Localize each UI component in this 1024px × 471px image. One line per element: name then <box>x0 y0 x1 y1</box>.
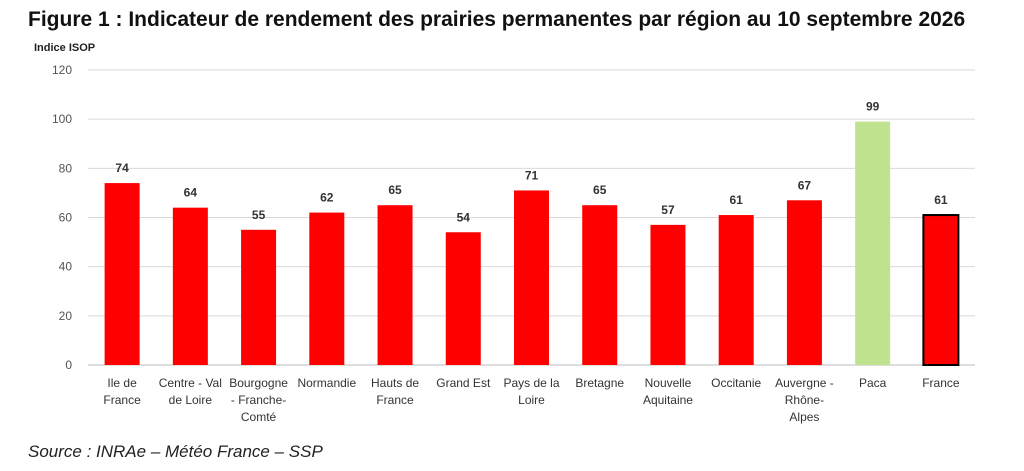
x-category-label: Bretagne <box>575 376 624 390</box>
data-labels: 74 64 55 62 65 54 71 65 57 61 67 99 61 <box>115 100 947 225</box>
y-tick-label: 120 <box>52 63 72 77</box>
data-label: 65 <box>388 183 402 197</box>
y-tick-label: 100 <box>52 112 72 126</box>
data-label: 99 <box>866 100 880 114</box>
bar <box>922 214 960 366</box>
x-category-label: Hauts de France <box>371 376 419 407</box>
bar <box>582 205 618 365</box>
x-category-label: Normandie <box>297 376 356 390</box>
bars <box>104 121 960 366</box>
y-tick-label: 40 <box>59 260 73 274</box>
x-category-label: Nouvelle Aquitaine <box>643 376 693 407</box>
bar <box>855 121 891 365</box>
x-category-label: Bourgogne - Franche-Comté <box>229 376 288 424</box>
data-label: 62 <box>320 191 334 205</box>
x-category-label: Auvergne -Rhône-Alpes <box>775 376 834 424</box>
bar <box>786 200 822 365</box>
y-tick-label: 60 <box>59 211 73 225</box>
y-tick-label: 20 <box>59 309 73 323</box>
bar <box>241 229 277 365</box>
x-category-label: Ile de France <box>103 376 141 407</box>
bar <box>309 212 345 365</box>
bar <box>514 190 549 365</box>
bar <box>445 232 481 365</box>
chart-title: Figure 1 : Indicateur de rendement des p… <box>28 8 966 31</box>
x-axis-categories: Ile de France Centre - Val de LoireBourgogn… <box>103 376 959 424</box>
data-label: 71 <box>525 168 539 182</box>
data-label: 61 <box>730 193 744 207</box>
x-category-label: Centre - Val de Loire <box>159 376 222 407</box>
x-category-label: France <box>922 376 960 390</box>
x-category-label: Pays de la Loire <box>503 376 559 407</box>
x-category-label: Occitanie <box>711 376 761 390</box>
y-axis-label: Indice ISOP <box>34 42 95 54</box>
x-category-label: Grand Est <box>436 376 491 390</box>
data-label: 74 <box>115 161 129 175</box>
bar <box>377 205 413 365</box>
data-label: 57 <box>661 203 675 217</box>
data-label: 65 <box>593 183 607 197</box>
data-label: 55 <box>252 208 266 222</box>
bar <box>172 207 208 365</box>
y-axis-ticks: 0 20 40 60 80 100 120 <box>52 63 72 372</box>
x-category-label: Paca <box>859 376 887 390</box>
source-note: Source : INRAe – Météo France – SSP <box>28 442 323 461</box>
bar <box>104 183 140 365</box>
data-label: 64 <box>184 186 198 200</box>
data-label: 67 <box>798 178 812 192</box>
bar <box>718 215 754 365</box>
data-label: 61 <box>934 193 948 207</box>
y-tick-label: 0 <box>65 358 72 372</box>
data-label: 54 <box>457 210 471 224</box>
y-tick-label: 80 <box>59 161 73 175</box>
bar <box>650 224 686 365</box>
